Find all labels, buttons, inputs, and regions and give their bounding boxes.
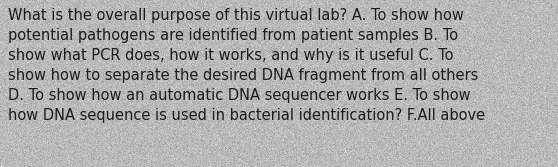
Text: What is the overall purpose of this virtual lab? A. To show how
potential pathog: What is the overall purpose of this virt… [8, 8, 485, 123]
